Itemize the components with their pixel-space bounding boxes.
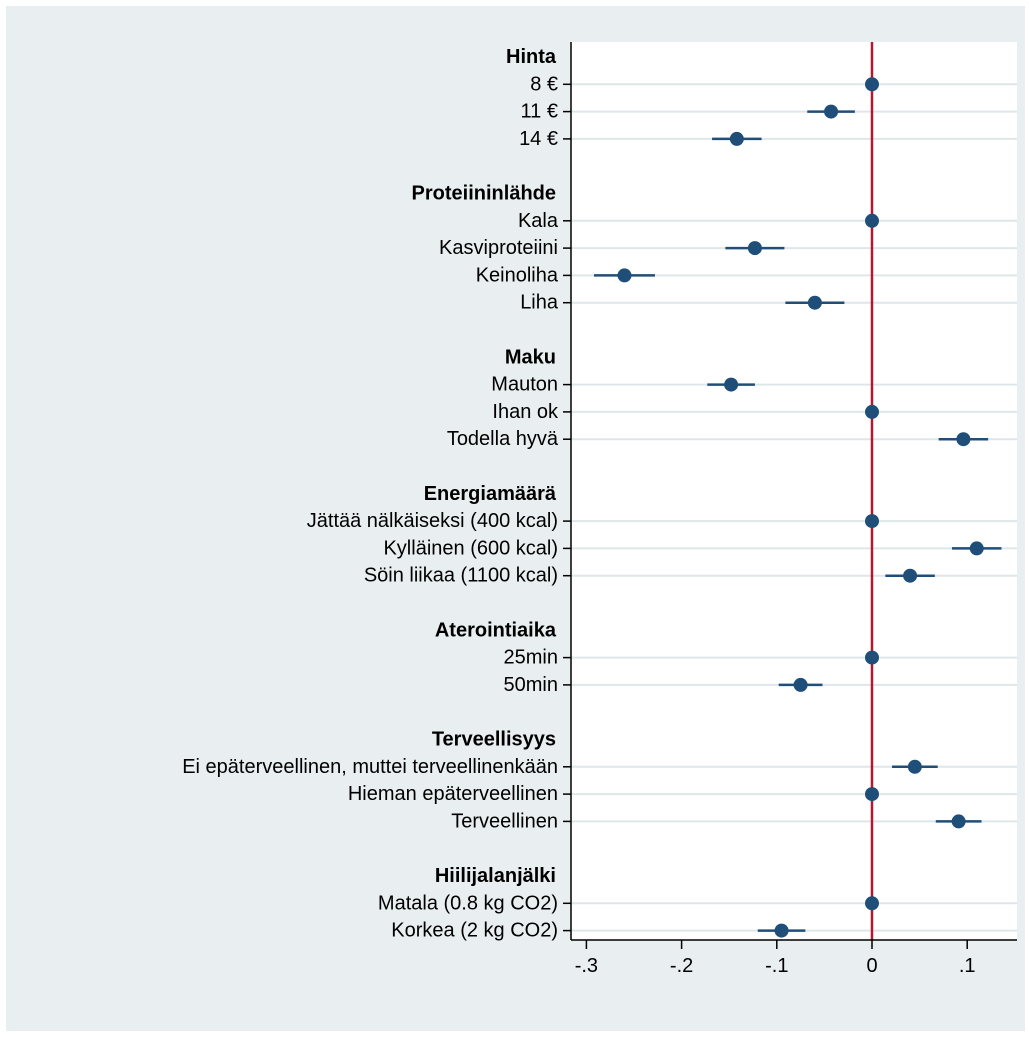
point-estimate <box>865 213 879 228</box>
point-estimate <box>617 268 632 283</box>
category-label: 50min <box>504 674 558 696</box>
point-estimate <box>865 896 879 911</box>
group-header: Aterointiaika <box>435 619 557 641</box>
category-label: Hieman epäterveellinen <box>348 783 558 805</box>
category-label: 11 € <box>521 101 558 123</box>
category-label: Ihan ok <box>492 401 559 423</box>
group-header: Hinta <box>506 46 557 68</box>
category-label: Jättää nälkäiseksi (400 kcal) <box>307 510 558 532</box>
point-estimate <box>865 650 879 665</box>
x-tick-label: -.1 <box>765 955 788 977</box>
category-label: Terveellinen <box>451 810 558 832</box>
point-estimate <box>951 814 966 829</box>
category-label: Matala (0.8 kg CO2) <box>378 892 558 914</box>
group-header: Energiamäärä <box>424 483 557 505</box>
point-estimate <box>729 131 744 146</box>
group-header: Maku <box>505 346 556 368</box>
point-estimate <box>865 77 879 92</box>
point-estimate <box>724 377 739 392</box>
point-estimates <box>617 77 984 938</box>
group-header: Terveellisyys <box>432 729 556 751</box>
group-header: Hiilijalanjälki <box>435 865 556 887</box>
category-label: Mauton <box>491 374 558 396</box>
category-label: Kylläinen (600 kcal) <box>383 537 558 559</box>
category-label: 25min <box>504 647 558 669</box>
x-tick-label: -.3 <box>575 955 598 977</box>
plot-area <box>571 42 1017 940</box>
category-label: Söin liikaa (1100 kcal) <box>364 565 558 587</box>
x-tick-label: .1 <box>959 955 976 977</box>
point-estimate <box>774 923 789 938</box>
group-header: Proteiininlähde <box>412 183 556 205</box>
point-estimate <box>907 759 922 774</box>
point-estimate <box>865 787 879 802</box>
point-estimate <box>824 104 839 119</box>
category-label: Kala <box>518 210 559 232</box>
category-label: Liha <box>520 292 559 314</box>
point-estimate <box>747 241 762 256</box>
x-tick-label: 0 <box>866 955 877 977</box>
point-estimate <box>903 568 918 583</box>
axes: -.3 -.2 -.1 0 .1 <box>563 42 1017 977</box>
point-estimate <box>793 677 808 692</box>
category-label: Korkea (2 kg CO2) <box>391 920 558 942</box>
category-label: 8 € <box>530 73 558 95</box>
category-label: Ei epäterveellinen, muttei terveellinenk… <box>182 756 558 778</box>
point-estimate <box>865 404 879 419</box>
category-label: Todella hyvä <box>447 428 559 450</box>
x-tick-label: -.2 <box>670 955 693 977</box>
point-estimate <box>956 432 971 447</box>
category-label: Keinoliha <box>476 264 559 286</box>
point-estimate <box>807 295 822 310</box>
category-label: Kasviproteiini <box>439 237 558 259</box>
category-labels: Hinta 8 € 11 € 14 € Proteiininlähde Kala Kasvi… <box>182 46 559 942</box>
point-estimate <box>865 514 879 529</box>
category-label: 14 € <box>519 128 558 150</box>
point-estimate <box>969 541 984 556</box>
